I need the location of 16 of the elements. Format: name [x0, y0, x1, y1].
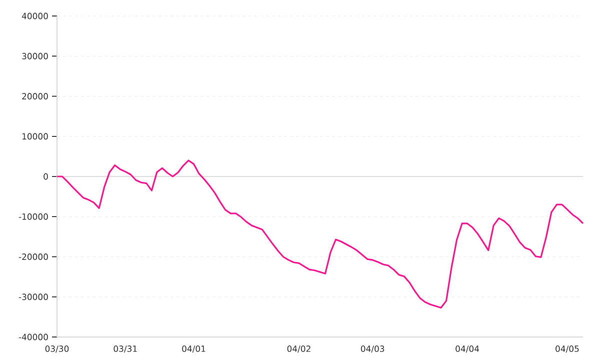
x-tick-label: 04/04 [456, 346, 479, 353]
x-tick-label: 04/05 [556, 346, 579, 353]
x-tick-label: 03/30 [45, 346, 69, 353]
y-tick-label: -40000 [18, 334, 48, 340]
x-tick-label: 04/03 [360, 346, 384, 353]
y-tick-label: 40000 [22, 12, 48, 20]
y-tick-label: -20000 [18, 254, 48, 260]
y-tick-label: 0 [44, 173, 48, 180]
y-tick-label: -30000 [18, 294, 48, 300]
y-tick-label: -10000 [18, 213, 48, 220]
y-tick-label: 20000 [22, 93, 48, 100]
x-tick-label: 04/02 [287, 346, 310, 353]
y-tick-label: 10000 [22, 133, 48, 140]
x-tick-label: 04/01 [182, 346, 206, 353]
y-tick-label: 30000 [22, 52, 48, 60]
x-tick-label: 03/31 [114, 346, 137, 353]
